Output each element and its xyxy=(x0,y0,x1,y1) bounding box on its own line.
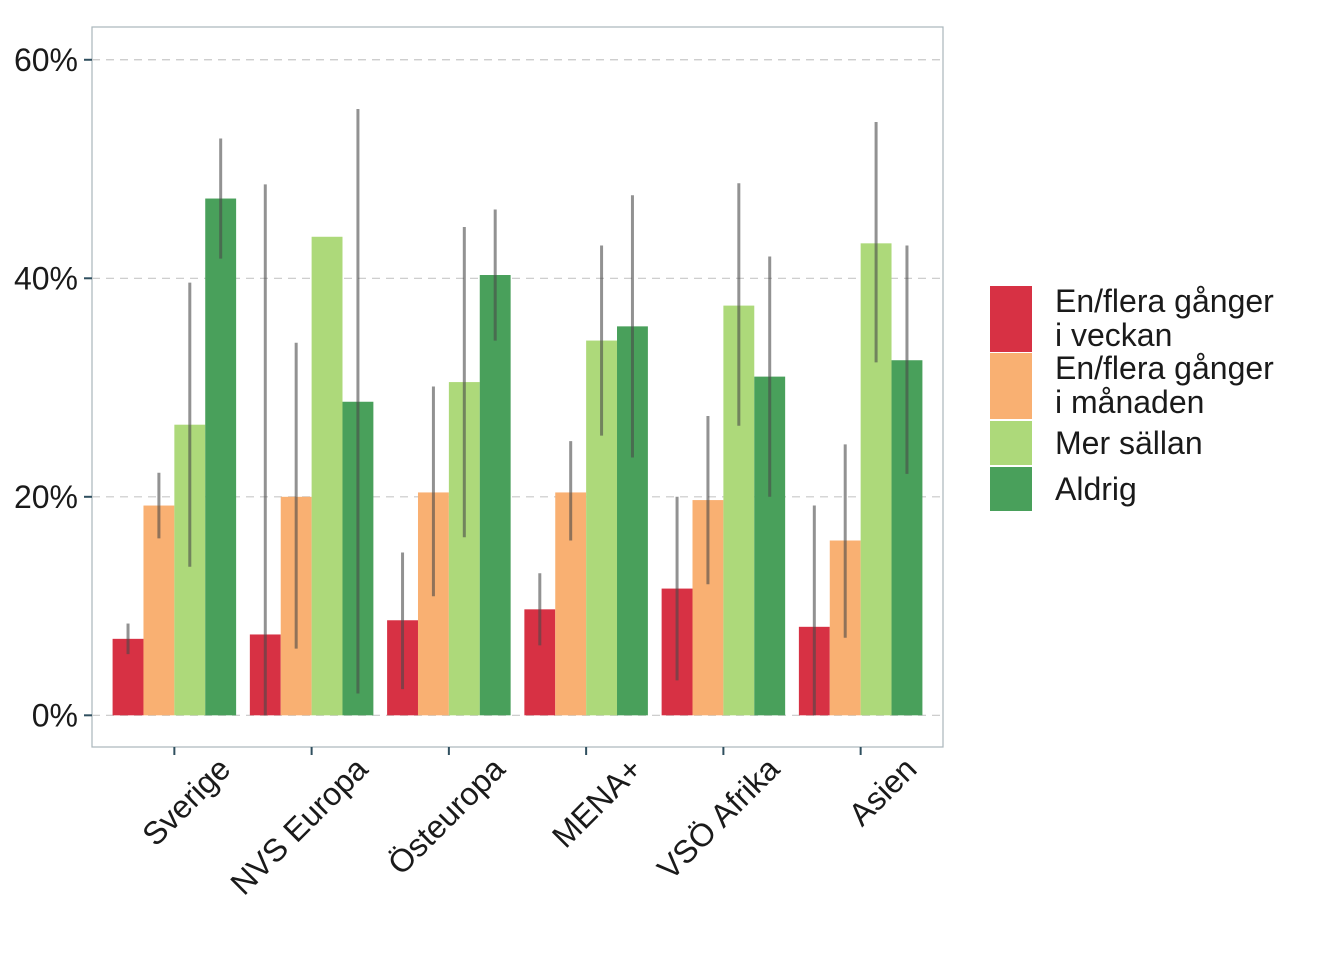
y-tick-label: 40% xyxy=(14,260,78,296)
legend-label: i veckan xyxy=(1055,317,1172,353)
bar xyxy=(311,236,343,716)
bars xyxy=(112,198,923,716)
legend-label: i månaden xyxy=(1055,384,1204,420)
legend-key xyxy=(990,467,1032,511)
x-tick-label: VSÖ Afrika xyxy=(650,750,786,886)
y-tick-label: 20% xyxy=(14,479,78,515)
y-tick-label: 60% xyxy=(14,42,78,78)
legend-label: En/flera gånger xyxy=(1055,283,1274,319)
error-bars xyxy=(126,108,909,716)
legend-label: Aldrig xyxy=(1055,471,1137,507)
legend-key xyxy=(990,286,1032,352)
x-tick-label: Sverige xyxy=(135,750,237,852)
bar xyxy=(143,505,175,716)
x-tick-label: Östeuropa xyxy=(381,750,512,881)
legend-key xyxy=(990,353,1032,419)
x-tick-label: MENA+ xyxy=(545,750,649,854)
y-tick-label: 0% xyxy=(32,697,78,733)
legend-key xyxy=(990,421,1032,465)
bar xyxy=(479,275,511,716)
legend-label: Mer sällan xyxy=(1055,425,1203,461)
x-tick-label: NVS Europa xyxy=(223,750,374,901)
y-axis: 0% 20% 40% 60% xyxy=(14,42,92,733)
bar xyxy=(205,198,237,716)
x-tick-label: Asien xyxy=(842,750,924,832)
legend-label: En/flera gånger xyxy=(1055,350,1274,386)
